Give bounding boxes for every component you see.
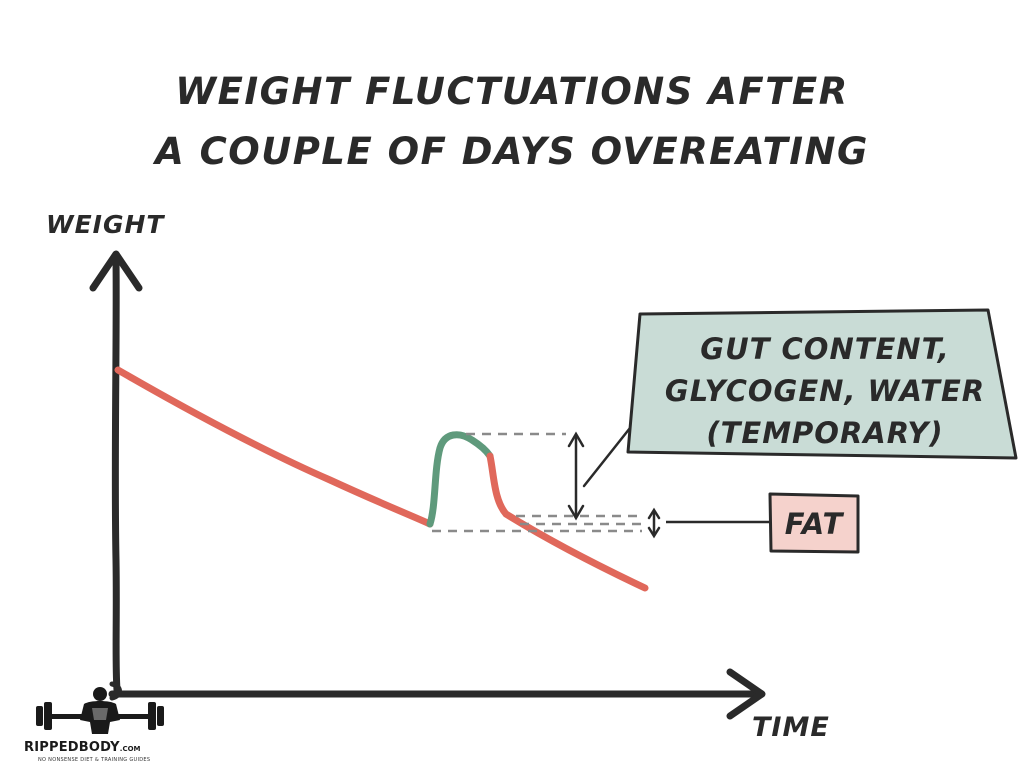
x-axis-label: Time xyxy=(752,712,830,743)
logo-wordmark: RippedBody.com xyxy=(24,740,141,755)
fat-callout-text: Fat xyxy=(784,507,844,541)
fat-arrow-bottom xyxy=(647,526,661,539)
logo-suffix-text: .com xyxy=(119,745,141,753)
temporary-callout-line-2: glycogen, water xyxy=(664,374,986,408)
temporary-callout-line-3: (temporary) xyxy=(706,416,944,450)
y-axis xyxy=(111,254,121,694)
trend-line-before xyxy=(114,366,434,528)
fat-arrow-top xyxy=(647,507,661,520)
x-axis-arrowhead xyxy=(726,668,766,720)
y-axis-label: Weight xyxy=(46,210,165,239)
title-line-2: a couple of days overeating xyxy=(155,130,869,173)
logo-name-text: RippedBody xyxy=(24,740,120,755)
temporary-arrow-bottom xyxy=(567,504,585,521)
diagram-title: Weight fluctuations after a couple of da… xyxy=(0,62,1024,182)
rippedbody-logo-icon xyxy=(36,687,164,734)
origin-squiggle xyxy=(109,681,122,701)
trend-line-after xyxy=(486,452,649,592)
temporary-spike-line xyxy=(426,431,494,528)
logo-tagline: No nonsense diet & training guides xyxy=(38,757,151,763)
temporary-callout-line-1: Gut content, xyxy=(700,332,950,366)
x-axis xyxy=(108,690,764,698)
y-axis-arrowhead xyxy=(89,250,143,292)
temporary-callout-box xyxy=(626,308,1018,460)
fat-callout-box xyxy=(768,492,860,554)
temporary-callout-connector xyxy=(582,426,632,488)
temporary-arrow-top xyxy=(567,431,585,448)
title-line-1: Weight fluctuations after xyxy=(175,70,849,113)
temporary-callout-text: Gut content, glycogen, water (temporary) xyxy=(640,328,1010,454)
